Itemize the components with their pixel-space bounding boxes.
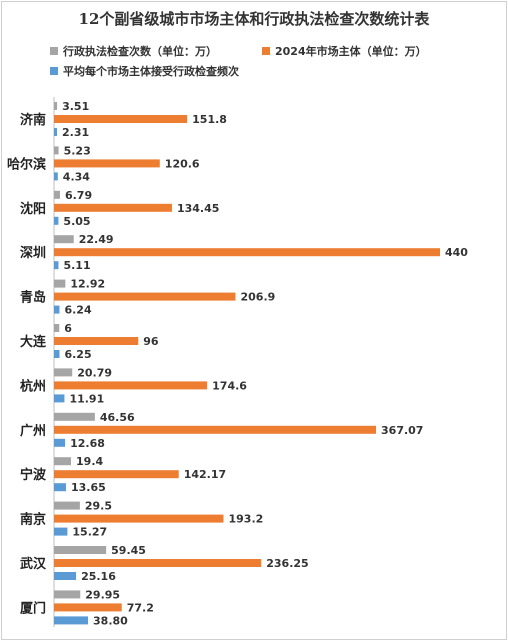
category-label: 深圳 <box>20 245 46 261</box>
category-label: 济南 <box>20 112 46 128</box>
data-label-series-1: 120.6 <box>165 157 200 170</box>
chart-title: 12个副省级城市市场主体和行政执法检查次数统计表 <box>78 10 430 28</box>
data-label-series-2: 11.91 <box>69 392 104 405</box>
category-label: 武汉 <box>20 556 47 572</box>
bar-series-2 <box>54 438 66 447</box>
bar-series-0 <box>54 146 59 155</box>
data-label-series-2: 12.68 <box>70 437 105 450</box>
legend-item-frequency: 平均每个市场主体接受行政检查频次 <box>50 63 239 79</box>
data-label-series-0: 46.56 <box>100 411 135 424</box>
legend-item-inspections: 行政执法检查次数（单位：万） <box>50 43 217 59</box>
bar-series-2 <box>54 216 59 225</box>
data-label-series-0: 59.45 <box>111 544 146 557</box>
bar-series-2 <box>54 572 77 580</box>
legend-swatch-gray <box>50 47 58 55</box>
bar-series-1 <box>54 381 208 390</box>
data-label-series-0: 6.79 <box>65 189 92 202</box>
data-label-series-0: 20.79 <box>77 366 112 379</box>
bar-series-0 <box>54 412 95 421</box>
bar-series-1 <box>54 159 160 168</box>
data-label-series-1: 236.25 <box>266 557 308 570</box>
bar-series-2 <box>54 483 66 492</box>
bar-series-1 <box>54 603 122 612</box>
bar-series-0 <box>54 279 66 288</box>
legend-swatch-orange <box>262 47 270 55</box>
bar-series-0 <box>54 102 58 110</box>
bar-series-1 <box>54 559 262 567</box>
bar-series-1 <box>54 248 440 257</box>
bar-series-1 <box>54 425 377 434</box>
data-label-series-1: 96 <box>143 335 159 348</box>
bar-series-1 <box>54 115 188 123</box>
bar-series-1 <box>54 337 139 345</box>
data-label-series-2: 6.24 <box>64 304 91 317</box>
data-label-series-0: 5.23 <box>64 144 91 157</box>
bar-series-1 <box>54 292 236 301</box>
bar-series-0 <box>54 457 72 466</box>
data-label-series-2: 6.25 <box>64 348 91 361</box>
data-label-series-1: 174.6 <box>212 379 247 392</box>
category-label: 沈阳 <box>20 201 46 217</box>
data-label-series-2: 38.80 <box>93 614 128 627</box>
bar-series-0 <box>54 235 74 244</box>
legend-swatch-blue <box>50 67 58 75</box>
bar-series-2 <box>54 350 60 358</box>
data-label-series-2: 4.34 <box>63 170 90 183</box>
data-label-series-0: 3.51 <box>62 100 89 113</box>
data-label-series-2: 5.11 <box>63 259 90 272</box>
bar-series-0 <box>54 501 80 510</box>
category-label: 青岛 <box>20 290 46 306</box>
bar-series-0 <box>54 546 107 554</box>
bar-series-0 <box>54 368 73 377</box>
data-label-series-0: 19.4 <box>76 455 103 468</box>
data-label-series-1: 206.9 <box>241 291 276 304</box>
legend-label-inspections: 行政执法检查次数（单位：万） <box>63 45 217 58</box>
data-label-series-0: 29.95 <box>85 588 120 601</box>
category-label: 大连 <box>20 334 47 350</box>
bar-series-2 <box>54 128 57 136</box>
data-label-series-1: 151.8 <box>192 113 227 126</box>
bar-series-0 <box>54 190 60 199</box>
legend-item-market-entities: 2024年市场主体（单位：万） <box>262 43 427 59</box>
bar-series-1 <box>54 470 179 479</box>
data-label-series-2: 5.05 <box>63 215 90 228</box>
data-label-series-1: 142.17 <box>184 468 226 481</box>
category-label: 广州 <box>20 423 46 439</box>
data-label-series-1: 77.2 <box>127 601 154 614</box>
bar-series-0 <box>54 590 81 599</box>
legend-label-market-entities: 2024年市场主体（单位：万） <box>275 45 427 58</box>
data-label-series-1: 193.2 <box>228 513 263 526</box>
bar-series-1 <box>54 514 224 523</box>
bar-series-2 <box>54 305 60 314</box>
category-label: 杭州 <box>20 378 46 394</box>
data-label-series-0: 6 <box>64 322 72 335</box>
category-label: 哈尔滨 <box>7 156 46 172</box>
data-label-series-0: 12.92 <box>70 278 105 291</box>
bar-series-2 <box>54 261 59 270</box>
data-label-series-2: 13.65 <box>71 481 106 494</box>
bar-series-2 <box>54 616 89 625</box>
data-label-series-1: 134.45 <box>177 202 219 215</box>
category-label: 厦门 <box>20 600 46 616</box>
bar-series-0 <box>54 324 60 332</box>
data-label-series-2: 2.31 <box>62 126 89 139</box>
data-label-series-2: 15.27 <box>72 526 107 539</box>
category-label: 宁波 <box>20 467 47 483</box>
data-label-series-2: 25.16 <box>81 570 116 583</box>
data-label-series-1: 440 <box>445 246 468 259</box>
data-label-series-0: 29.5 <box>85 500 112 513</box>
data-label-series-1: 367.07 <box>381 424 423 437</box>
bar-series-2 <box>54 527 68 536</box>
bar-series-1 <box>54 203 172 212</box>
data-label-series-0: 22.49 <box>79 233 114 246</box>
legend-label-frequency: 平均每个市场主体接受行政检查频次 <box>63 65 239 78</box>
category-label: 南京 <box>20 512 46 528</box>
bar-series-2 <box>54 172 58 181</box>
bar-series-2 <box>54 394 65 403</box>
